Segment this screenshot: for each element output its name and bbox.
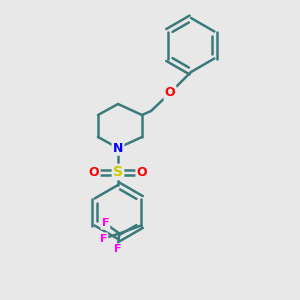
Text: N: N — [113, 142, 123, 154]
Text: S: S — [113, 165, 123, 179]
Text: O: O — [89, 166, 99, 178]
Text: O: O — [137, 166, 147, 178]
Text: F: F — [100, 233, 107, 244]
Text: F: F — [114, 244, 121, 254]
Text: F: F — [102, 218, 109, 229]
Text: O: O — [165, 86, 175, 100]
